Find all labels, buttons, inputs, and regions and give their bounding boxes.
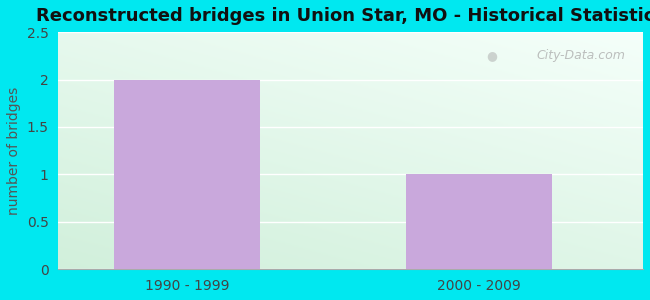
Text: City-Data.com: City-Data.com <box>537 49 625 62</box>
Text: ●: ● <box>486 49 497 62</box>
Title: Reconstructed bridges in Union Star, MO - Historical Statistics: Reconstructed bridges in Union Star, MO … <box>36 7 650 25</box>
Y-axis label: number of bridges: number of bridges <box>7 87 21 215</box>
Bar <box>114 80 260 269</box>
Bar <box>406 174 552 269</box>
